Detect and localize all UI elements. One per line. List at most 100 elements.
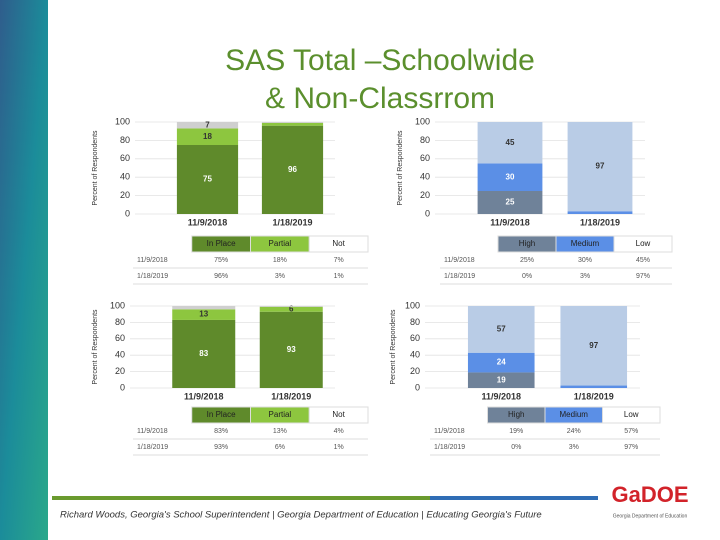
table-cell: 3% — [275, 273, 285, 280]
table-cell: 11/9/2018 — [444, 257, 475, 264]
bar-segment — [261, 122, 324, 126]
y-tick-label: 20 — [420, 190, 430, 200]
bar-segment — [567, 211, 633, 214]
table-cell: 18% — [273, 257, 287, 264]
bar-segment — [467, 372, 535, 388]
table-cell: 11/9/2018 — [137, 428, 168, 435]
legend-label: In Place — [207, 410, 236, 419]
table-cell: 57% — [624, 428, 638, 435]
y-tick-label: 100 — [115, 116, 130, 126]
title: SAS Total –Schoolwide — [225, 44, 535, 77]
y-tick-label: 40 — [120, 172, 130, 182]
y-tick-label: 60 — [410, 333, 420, 343]
table-cell: 45% — [636, 257, 650, 264]
table-cell: 93% — [214, 444, 228, 451]
bar-segment — [477, 122, 543, 164]
data-label: 25 — [506, 198, 515, 207]
data-label: 6 — [289, 304, 294, 313]
table-cell: 25% — [520, 257, 534, 264]
table-cell: 1/18/2019 — [137, 444, 168, 451]
bar-segment — [259, 306, 323, 307]
data-label: 24 — [497, 358, 506, 367]
y-tick-label: 20 — [115, 366, 125, 376]
table-cell: 7% — [334, 257, 344, 264]
legend-label: Medium — [571, 239, 600, 248]
data-label: 96 — [288, 165, 297, 174]
legend-swatch — [613, 235, 673, 253]
table-cell: 97% — [636, 273, 650, 280]
legend-label: In Place — [207, 239, 236, 248]
table-cell: 1% — [334, 273, 344, 280]
bar-segment — [560, 385, 628, 388]
logo-caption: Georgia Department of Education — [613, 513, 688, 519]
table-cell: 19% — [509, 428, 523, 435]
y-axis-label: Percent of Respondents — [397, 130, 404, 206]
data-label: 57 — [497, 324, 506, 333]
y-tick-label: 60 — [120, 153, 130, 163]
table-cell: 1% — [334, 444, 344, 451]
table-cell: 24% — [567, 428, 581, 435]
data-label: 75 — [203, 175, 212, 184]
y-axis-label: Percent of Respondents — [92, 309, 99, 385]
y-tick-label: 80 — [420, 135, 430, 145]
data-label: 97 — [596, 162, 605, 171]
table-cell: 13% — [273, 428, 287, 435]
y-tick-label: 40 — [420, 172, 430, 182]
table-cell: 0% — [522, 273, 532, 280]
bar-segment — [172, 309, 236, 320]
y-tick-label: 0 — [120, 382, 125, 392]
legend-swatch — [308, 235, 369, 253]
bar-segment — [467, 352, 535, 373]
legend-label: Not — [332, 410, 345, 419]
table-cell: 11/9/2018 — [137, 257, 168, 264]
table-cell: 30% — [578, 257, 592, 264]
y-tick-label: 0 — [415, 382, 420, 392]
footer: Richard Woods, Georgia's School Superint… — [60, 510, 542, 521]
bar-segment — [259, 311, 323, 388]
table-cell: 1/18/2019 — [434, 444, 465, 451]
legend-label: Low — [636, 239, 651, 248]
y-tick-label: 40 — [115, 350, 125, 360]
bar-segment — [477, 191, 543, 214]
data-label: 83 — [199, 349, 208, 358]
data-label: 30 — [506, 172, 515, 181]
x-tick-label: 1/18/2019 — [272, 217, 312, 227]
x-tick-label: 11/9/2018 — [481, 391, 521, 401]
x-tick-label: 11/9/2018 — [184, 391, 224, 401]
y-tick-label: 20 — [120, 190, 130, 200]
legend-label: High — [508, 410, 524, 419]
table-cell: 1/18/2019 — [137, 273, 168, 280]
data-label: 45 — [506, 138, 515, 147]
bar-segment — [467, 306, 535, 353]
bar-segment — [567, 122, 633, 212]
legend-swatch — [308, 406, 369, 424]
y-tick-label: 80 — [410, 317, 420, 327]
table-cell: 6% — [275, 444, 285, 451]
table-cell: 0% — [511, 444, 521, 451]
x-tick-label: 1/18/2019 — [271, 391, 311, 401]
x-tick-label: 1/18/2019 — [574, 391, 614, 401]
y-axis-label: Percent of Respondents — [92, 130, 99, 206]
x-tick-label: 1/18/2019 — [580, 217, 620, 227]
legend-label: Low — [624, 410, 639, 419]
y-axis-label: Percent of Respondents — [390, 309, 397, 385]
bar-segment — [172, 306, 236, 310]
data-label: 13 — [199, 310, 208, 319]
legend-label: Medium — [560, 410, 589, 419]
table-cell: 96% — [214, 273, 228, 280]
bar-segment — [176, 145, 239, 214]
data-label: 97 — [589, 341, 598, 350]
y-tick-label: 80 — [115, 317, 125, 327]
table-cell: 1/18/2019 — [444, 273, 475, 280]
y-tick-label: 20 — [410, 366, 420, 376]
legend-label: Partial — [269, 410, 292, 419]
bar-segment — [261, 125, 324, 214]
data-label: 19 — [497, 375, 506, 384]
x-tick-label: 11/9/2018 — [188, 217, 228, 227]
table-cell: 11/9/2018 — [434, 428, 465, 435]
legend-label: Partial — [269, 239, 292, 248]
data-label: 93 — [287, 345, 296, 354]
